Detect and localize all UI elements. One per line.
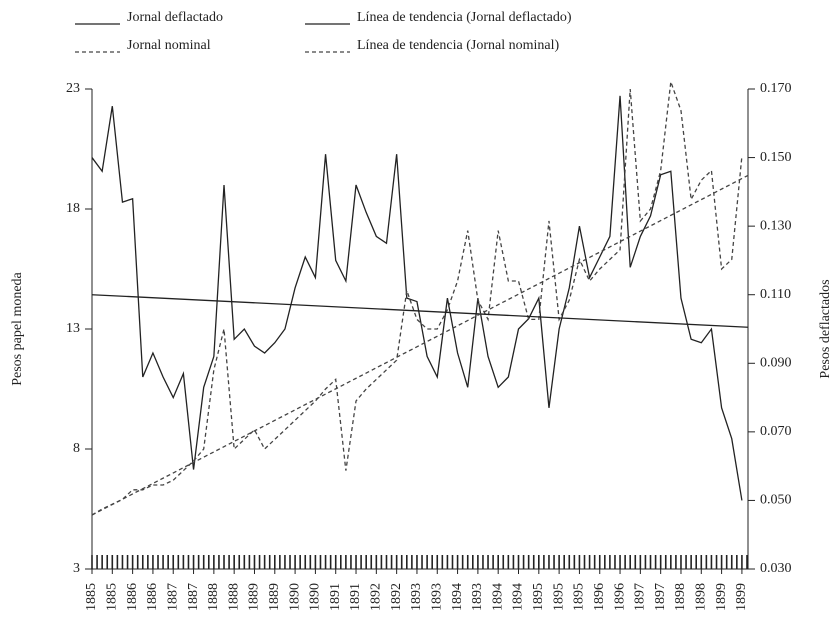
x-tick-label: 1890 [308,583,323,611]
legend-label: Línea de tendencia (Jornal deflactado) [357,10,572,25]
legend-label: Línea de tendencia (Jornal nominal) [357,38,559,53]
x-tick-label: 1892 [389,583,404,611]
x-tick-label: 1885 [84,583,99,611]
y-tick-label: 18 [66,201,80,216]
x-tick-label: 1899 [734,583,749,611]
x-tick-label: 1898 [694,583,709,611]
y-axis-label: Pesos papel moneda [10,271,25,385]
y2-tick-label: 0.030 [760,561,792,576]
x-tick-label: 1890 [287,583,302,611]
y2-tick-label: 0.170 [760,81,792,96]
y-tick-label: 13 [66,321,80,336]
x-tick-label: 1893 [409,583,424,611]
y2-tick-label: 0.110 [760,287,791,302]
x-tick-label: 1889 [247,583,262,611]
y-tick-label: 8 [73,441,80,456]
y2-tick-label: 0.150 [760,150,792,165]
legend-label: Jornal deflactado [127,10,223,25]
x-tick-label: 1885 [105,583,120,611]
x-tick-label: 1893 [470,583,485,611]
x-tick-label: 1886 [145,583,160,611]
x-tick-label: 1894 [511,583,526,611]
x-tick-label: 1897 [633,583,648,611]
y-tick-label: 3 [73,561,80,576]
x-tick-label: 1892 [369,583,384,611]
x-tick-label: 1899 [714,583,729,611]
x-tick-label: 1894 [450,583,465,611]
x-tick-label: 1893 [429,583,444,611]
x-tick-label: 1891 [328,583,343,611]
x-tick-label: 1887 [186,583,201,611]
y2-tick-label: 0.090 [760,356,792,371]
y2-tick-label: 0.050 [760,493,792,508]
x-tick-label: 1895 [551,583,566,611]
y-tick-label: 23 [66,81,80,96]
y2-tick-label: 0.130 [760,218,792,233]
x-tick-label: 1895 [572,583,587,611]
x-tick-label: 1889 [267,583,282,611]
x-tick-label: 1898 [673,583,688,611]
x-tick-label: 1888 [226,583,241,611]
x-tick-label: 1891 [348,583,363,611]
series-line [91,95,743,501]
x-tick-label: 1896 [612,583,627,611]
x-tick-label: 1894 [490,583,505,611]
x-tick-label: 1888 [206,583,221,611]
y2-tick-label: 0.070 [760,424,792,439]
legend-label: Jornal nominal [127,38,211,53]
x-tick-label: 1886 [125,583,140,611]
series-line [91,81,743,516]
x-tick-label: 1897 [653,583,668,611]
x-tick-label: 1887 [165,583,180,611]
x-tick-label: 1896 [592,583,607,611]
x-tick-label: 1895 [531,583,546,611]
series-line [91,294,749,328]
y2-axis-label: Pesos deflactados [818,279,833,378]
